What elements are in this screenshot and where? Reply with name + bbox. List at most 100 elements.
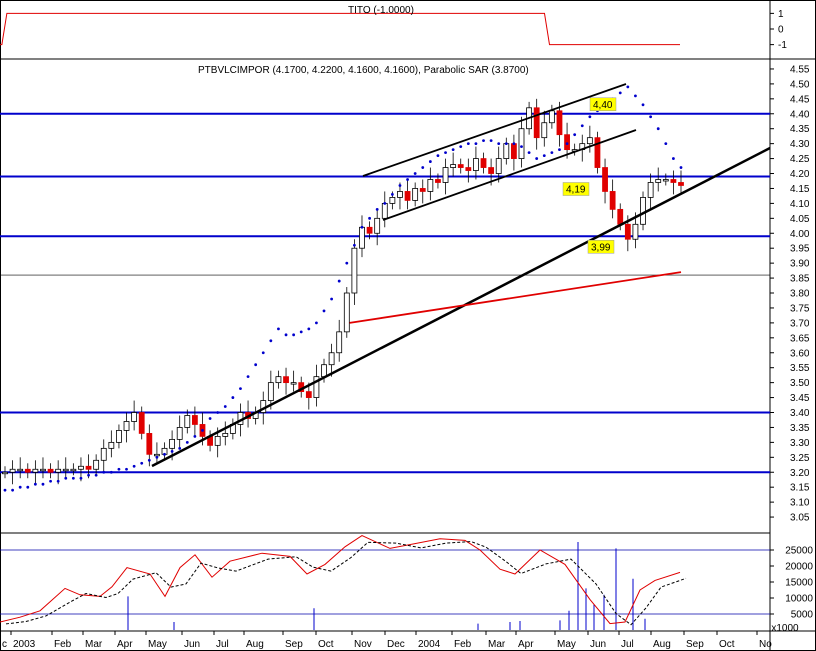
sar-dot bbox=[56, 479, 60, 483]
x-tick-label: Sep bbox=[285, 639, 303, 650]
x-tick-label: Dec bbox=[387, 639, 405, 650]
sar-dot bbox=[466, 142, 470, 146]
candle-body bbox=[678, 182, 684, 186]
sar-dot bbox=[269, 339, 273, 343]
price-y-tick-label: 4.20 bbox=[790, 169, 810, 180]
sar-dot bbox=[542, 154, 546, 157]
sar-dot bbox=[390, 193, 394, 196]
candle-body bbox=[435, 179, 441, 183]
candle-body bbox=[85, 465, 92, 470]
x-tick-label: Jun bbox=[590, 639, 606, 650]
sar-dot bbox=[580, 124, 584, 128]
sar-dot bbox=[299, 330, 303, 334]
candle-body bbox=[24, 468, 31, 473]
sar-dot bbox=[588, 115, 592, 119]
sar-dot bbox=[504, 142, 508, 146]
x-tick-label: c bbox=[2, 639, 7, 650]
candle-body bbox=[138, 412, 145, 434]
candle-body bbox=[93, 459, 100, 470]
price-y-tick-label: 3.85 bbox=[790, 274, 810, 285]
x-tick-label: Mar bbox=[85, 639, 103, 650]
price-y-tick-label: 4.45 bbox=[790, 94, 810, 105]
sar-dot bbox=[147, 458, 151, 462]
sar-dot bbox=[451, 148, 455, 152]
price-y-tick-label: 4.30 bbox=[790, 139, 810, 150]
price-y-tick-label: 4.15 bbox=[790, 184, 810, 195]
candle-body bbox=[70, 468, 77, 472]
candle-body bbox=[191, 415, 198, 425]
price-y-tick-label: 3.95 bbox=[790, 244, 810, 255]
price-y-tick-label: 4.40 bbox=[790, 109, 810, 120]
sar-dot bbox=[201, 429, 204, 432]
price-callout-box bbox=[562, 182, 590, 196]
sar-dot bbox=[474, 142, 478, 146]
price-y-tick-label: 3.80 bbox=[790, 289, 810, 300]
x-tick-label: Oct bbox=[318, 639, 334, 650]
x-tick-label: 2004 bbox=[418, 639, 441, 650]
price-y-tick-label: 4.25 bbox=[790, 154, 810, 165]
sar-dot bbox=[520, 145, 523, 149]
sar-dot bbox=[436, 154, 440, 157]
sar-dot bbox=[125, 467, 128, 471]
sar-dot bbox=[246, 375, 250, 379]
candle-body bbox=[632, 223, 639, 240]
candle-body bbox=[495, 158, 502, 174]
x-tick-label: Apr bbox=[117, 639, 133, 650]
sar-dot bbox=[315, 321, 318, 325]
indicator-y-tick-label: 0 bbox=[778, 25, 784, 36]
candle-body bbox=[374, 217, 381, 234]
price-y-tick-label: 4.05 bbox=[790, 214, 810, 225]
candle-body bbox=[32, 468, 39, 473]
sar-dot bbox=[489, 139, 493, 143]
candle-body bbox=[381, 202, 388, 219]
price-y-tick-label: 3.35 bbox=[790, 423, 810, 434]
indicator-label: TITO (-1.0000) bbox=[348, 5, 414, 16]
price-y-tick-label: 3.55 bbox=[790, 363, 810, 374]
price-callout-box bbox=[589, 97, 617, 112]
sar-dot bbox=[330, 297, 334, 301]
volume-y-tick-label: 15000 bbox=[785, 578, 813, 589]
sar-dot bbox=[223, 405, 227, 408]
candle-body bbox=[100, 447, 107, 461]
candle-body bbox=[617, 208, 624, 225]
price-y-tick-label: 4.00 bbox=[790, 229, 810, 240]
candle-body bbox=[457, 164, 464, 168]
candle-body bbox=[343, 292, 350, 333]
candle-body bbox=[55, 468, 62, 473]
moving-average-line bbox=[349, 271, 682, 324]
sar-dot bbox=[163, 452, 166, 456]
sar-dot bbox=[117, 467, 121, 471]
price-panel-title: PTBVLCIMPOR (4.1700, 4.2200, 4.1600, 4.1… bbox=[198, 65, 529, 76]
x-tick-label: Sep bbox=[686, 639, 704, 650]
indicator-y-tick-label: -1 bbox=[778, 40, 787, 51]
price-y-tick-label: 3.20 bbox=[790, 468, 810, 479]
sar-dot bbox=[277, 327, 280, 331]
sar-dot bbox=[649, 115, 653, 119]
sar-dot bbox=[102, 470, 106, 474]
sar-dot bbox=[254, 363, 258, 367]
x-tick-label: Mar bbox=[488, 639, 506, 650]
candle-body bbox=[594, 137, 601, 168]
candle-body bbox=[169, 438, 176, 449]
candle-body bbox=[336, 331, 343, 354]
candle-body bbox=[313, 376, 320, 398]
price-y-tick-label: 3.60 bbox=[790, 348, 810, 359]
candle-body bbox=[283, 376, 289, 384]
sar-dot bbox=[634, 94, 637, 98]
candle-body bbox=[473, 158, 479, 171]
sar-dot bbox=[3, 488, 7, 492]
x-tick-label: Jul bbox=[621, 639, 634, 650]
sar-dot bbox=[421, 166, 425, 169]
candle-body bbox=[108, 441, 115, 449]
oscillator-signal-line bbox=[5, 541, 687, 626]
candle-body bbox=[541, 122, 548, 139]
sar-dot bbox=[155, 455, 159, 459]
sar-dot bbox=[550, 151, 554, 155]
candle-body bbox=[17, 468, 24, 472]
price-y-tick-label: 4.55 bbox=[790, 64, 810, 75]
x-tick-label: No bbox=[759, 639, 772, 650]
sar-dot bbox=[459, 145, 463, 149]
sar-dot bbox=[626, 85, 630, 89]
price-y-tick-label: 4.35 bbox=[790, 124, 810, 135]
x-tick-label: Apr bbox=[518, 639, 534, 650]
